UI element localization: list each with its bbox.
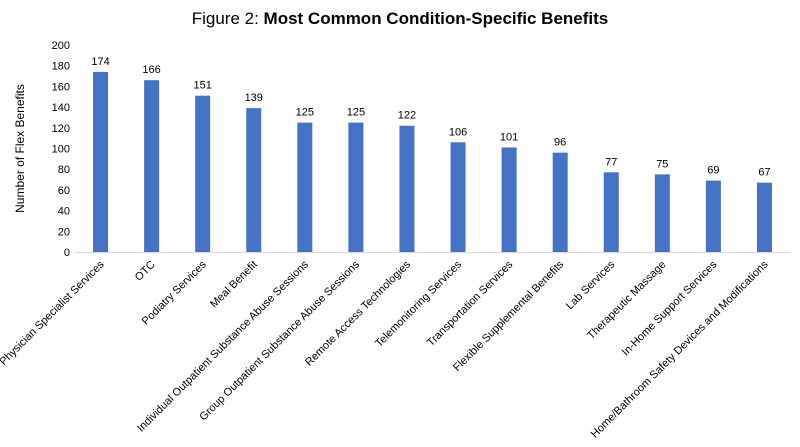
y-tick-label: 180 <box>52 61 70 73</box>
bar <box>450 142 466 252</box>
data-label: 125 <box>296 107 314 119</box>
bar <box>297 122 313 252</box>
y-tick-label: 0 <box>64 247 70 259</box>
data-label: 69 <box>707 165 719 177</box>
data-label: 77 <box>605 156 617 168</box>
y-tick-label: 40 <box>58 206 70 218</box>
y-tick-label: 60 <box>58 185 70 197</box>
y-tick-label: 120 <box>52 123 70 135</box>
data-label: 174 <box>91 56 109 68</box>
x-tick-label: Physician Specialist Services <box>0 258 107 368</box>
bar <box>195 95 211 252</box>
bar <box>705 180 721 252</box>
chart-title-prefix: Figure 2: <box>191 9 264 28</box>
y-axis-ticks: 0 20 40 60 80 100 120 140 160 180 200 <box>52 40 70 259</box>
bar <box>552 152 568 252</box>
x-tick-label: Meal Benefit <box>208 259 260 311</box>
bar <box>399 125 415 252</box>
x-tick-label: Remote Access Technologies <box>303 258 413 368</box>
data-label: 106 <box>449 126 467 138</box>
data-labels-group: 174 166 151 139 125 125 122 106 101 96 77 75 69 67 <box>91 56 770 179</box>
x-tick-label: OTC <box>133 259 158 284</box>
bar <box>348 122 364 252</box>
data-label: 166 <box>142 64 160 76</box>
x-tick-label: Transportation Services <box>425 258 516 349</box>
x-tick-label: Home/Bathroom Safety Devices and Modific… <box>589 258 771 440</box>
x-tick-label: Lab Services <box>564 258 618 312</box>
bar <box>654 174 670 252</box>
bar <box>246 108 262 252</box>
y-tick-label: 140 <box>52 102 70 114</box>
data-label: 139 <box>245 92 263 104</box>
y-tick-label: 160 <box>52 81 70 93</box>
bar <box>501 147 517 252</box>
x-axis-tick-labels: Physician Specialist Services OTCPodiatry… <box>0 258 771 440</box>
chart-title-main: Most Common Condition-Specific Benefits <box>263 9 609 28</box>
bars-group <box>93 71 772 252</box>
y-tick-label: 20 <box>58 226 70 238</box>
data-label: 122 <box>398 110 416 122</box>
bar <box>93 71 109 252</box>
data-label: 101 <box>500 131 518 143</box>
x-tick-label: Flexible Supplemental Benefits <box>451 258 567 374</box>
bar <box>144 80 160 252</box>
bar <box>756 182 772 252</box>
y-tick-label: 100 <box>52 144 70 156</box>
data-label: 151 <box>193 80 211 92</box>
y-tick-label: 200 <box>52 40 70 52</box>
x-tick-label: In-Home Support Services <box>620 258 720 358</box>
bar <box>603 172 619 252</box>
y-tick-label: 80 <box>58 164 70 176</box>
y-axis-title: Number of Flex Benefits <box>13 84 27 213</box>
data-label: 125 <box>347 107 365 119</box>
data-label: 67 <box>758 167 770 179</box>
x-tick-label: Individual Outpatient Substance Abuse Se… <box>135 258 311 434</box>
data-label: 96 <box>554 137 566 149</box>
chart-title: Figure 2: Most Common Condition-Specific… <box>0 9 800 29</box>
data-label: 75 <box>656 158 668 170</box>
x-tick-label: Telemonitoring Services <box>373 258 464 349</box>
